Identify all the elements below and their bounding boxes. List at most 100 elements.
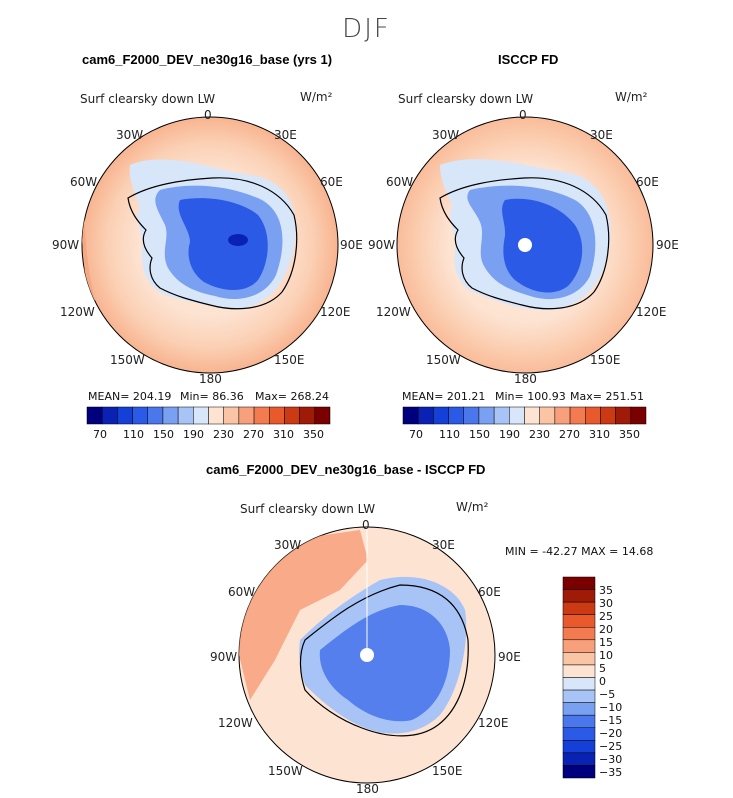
obs-colorbar-swatch	[463, 406, 480, 425]
model-panel-title: cam6_F2000_DEV_ne30g16_base (yrs 1)	[82, 52, 333, 67]
model-cb-tick: 70	[93, 428, 107, 441]
obs-colorbar-swatch	[554, 406, 571, 425]
obs-colorbar-swatch	[524, 406, 540, 425]
model-cb-tick: 150	[153, 428, 174, 441]
diff-cb-tick: −15	[599, 714, 623, 727]
model-lon-150e: 150E	[274, 353, 305, 367]
model-colorbar-swatch	[86, 406, 103, 425]
diff-cb-tick: 25	[599, 610, 613, 623]
obs-lon-180: 180	[514, 372, 537, 386]
diff-colorbar-swatch	[562, 639, 596, 653]
model-colorbar-swatch	[132, 406, 148, 425]
diff-lon-150e: 150E	[432, 764, 463, 778]
diff-lon-180: 180	[356, 782, 379, 796]
obs-colorbar-swatch	[539, 406, 556, 425]
diff-lon-60e: 60E	[478, 585, 501, 599]
obs-colorbar-swatch	[509, 406, 525, 425]
model-variable-label: Surf clearsky down LW	[80, 92, 216, 106]
diff-colorbar-swatch	[562, 677, 596, 691]
diff-minmax-stat: MIN = -42.27 MAX = 14.68	[505, 545, 654, 558]
diff-cb-tick: −5	[599, 688, 616, 701]
model-lon-180: 180	[199, 372, 222, 386]
model-colorbar-swatch	[101, 406, 118, 425]
obs-lon-60e: 60E	[636, 175, 659, 189]
obs-lon-120w: 120W	[376, 305, 411, 319]
model-lon-30w: 30W	[116, 128, 144, 142]
diff-lon-120w: 120W	[218, 716, 253, 730]
diff-colorbar-swatch	[562, 765, 596, 779]
diff-colorbar-swatch	[562, 689, 596, 703]
diff-lon-90e: 90E	[498, 650, 521, 664]
diff-cb-tick: −10	[599, 701, 623, 714]
diff-colorbar-swatch	[562, 627, 596, 641]
diff-colorbar-swatch	[562, 614, 596, 628]
model-cb-tick: 230	[213, 428, 234, 441]
obs-variable-label: Surf clearsky down LW	[398, 92, 534, 106]
diff-lon-120e: 120E	[478, 716, 509, 730]
diff-colorbar-swatch	[562, 664, 596, 678]
model-colorbar-swatch	[238, 406, 255, 425]
diff-panel-title: cam6_F2000_DEV_ne30g16_base - ISCCP FD	[206, 462, 486, 477]
obs-units-label: W/m²	[615, 90, 648, 104]
obs-mean-stat: MEAN= 201.21	[402, 390, 486, 403]
model-lon-90w: 90W	[52, 238, 80, 252]
model-units-label: W/m²	[300, 90, 333, 104]
obs-colorbar-swatch	[615, 406, 632, 425]
model-lon-60e: 60E	[320, 175, 343, 189]
obs-colorbar-swatch	[585, 406, 601, 425]
obs-max-stat: Max= 251.51	[570, 390, 644, 403]
model-min-stat: Min= 86.36	[180, 390, 244, 403]
diff-cb-tick: −20	[599, 727, 623, 740]
obs-colorbar-swatch	[448, 406, 464, 425]
diff-colorbar-swatch	[562, 576, 596, 590]
model-lon-60w: 60W	[70, 175, 98, 189]
model-lon-30e: 30E	[274, 128, 297, 142]
diff-cb-tick: −35	[599, 766, 623, 779]
obs-colorbar-swatch	[433, 406, 449, 425]
obs-colorbar-swatch	[478, 406, 495, 425]
model-lon-150w: 150W	[110, 353, 145, 367]
figure-title: DJF	[342, 14, 391, 44]
obs-cb-tick: 310	[589, 428, 610, 441]
diff-cb-tick: 10	[599, 649, 613, 662]
obs-lon-120e: 120E	[636, 305, 667, 319]
model-colorbar-swatch	[177, 406, 194, 425]
obs-lon-90w: 90W	[368, 238, 396, 252]
diff-variable-label: Surf clearsky down LW	[240, 502, 376, 516]
model-colorbar-swatch	[162, 406, 179, 425]
diff-colorbar-swatch	[562, 740, 596, 754]
obs-lon-30w: 30W	[432, 128, 460, 142]
model-lon-120w: 120W	[60, 305, 95, 319]
obs-lon-90e: 90E	[656, 238, 679, 252]
model-colorbar-swatch	[299, 406, 316, 425]
diff-cb-tick: 0	[599, 675, 606, 688]
obs-panel-title: ISCCP FD	[498, 52, 559, 67]
obs-colorbar-swatch	[600, 406, 616, 425]
model-lon-90e: 90E	[340, 238, 363, 252]
obs-map	[396, 116, 654, 374]
diff-cb-tick: 35	[599, 584, 613, 597]
model-lon-0: 0	[204, 108, 212, 122]
model-colorbar-swatch	[253, 406, 270, 425]
obs-lon-150w: 150W	[426, 353, 461, 367]
model-colorbar-swatch	[284, 406, 300, 425]
diff-lon-150w: 150W	[268, 764, 303, 778]
obs-colorbar-swatch	[417, 406, 434, 425]
diff-lon-30w: 30W	[274, 538, 302, 552]
model-cb-tick: 110	[123, 428, 144, 441]
obs-cb-tick: 110	[439, 428, 460, 441]
obs-cb-tick: 270	[559, 428, 580, 441]
model-max-stat: Max= 268.24	[255, 390, 329, 403]
diff-cb-tick: 5	[599, 662, 606, 675]
diff-cb-tick: −25	[599, 740, 623, 753]
diff-colorbar-swatch	[562, 727, 596, 741]
model-colorbar-swatch	[314, 406, 331, 425]
diff-colorbar-swatch	[562, 714, 596, 728]
diff-lon-0: 0	[362, 518, 370, 532]
model-colorbar-swatch	[193, 406, 209, 425]
obs-min-stat: Min= 100.93	[495, 390, 566, 403]
model-cb-tick: 350	[303, 428, 324, 441]
obs-lon-150e: 150E	[590, 353, 621, 367]
diff-colorbar-swatch	[562, 589, 596, 603]
